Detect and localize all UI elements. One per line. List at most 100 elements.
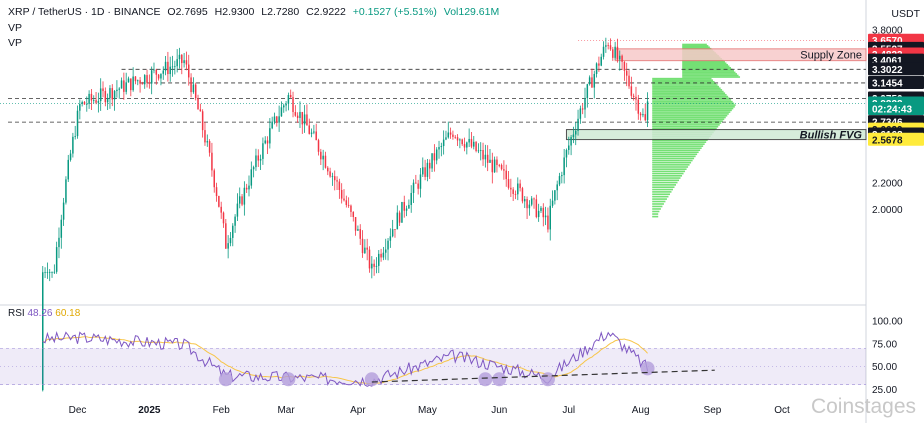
candle-body <box>285 103 287 106</box>
candle-body <box>517 183 519 195</box>
vp-bar <box>652 94 727 96</box>
candle-body <box>211 152 213 171</box>
candle-body <box>642 114 644 116</box>
candle-body <box>225 223 227 249</box>
candle-body <box>378 253 380 266</box>
rsi-divergence-marker <box>364 372 379 387</box>
candle-body <box>324 155 327 168</box>
candle-body <box>431 153 433 169</box>
candle-body <box>354 217 357 231</box>
price-label-box <box>868 62 924 76</box>
rsi-divergence-marker <box>540 372 555 387</box>
candle-body <box>336 180 338 182</box>
candle-body <box>614 46 616 58</box>
candle-body <box>299 111 301 118</box>
close-value: C2.9222 <box>306 6 346 18</box>
vp-bar <box>652 188 673 191</box>
candle-body <box>595 63 598 74</box>
vp-bar <box>652 170 686 173</box>
vp-bar <box>652 89 723 91</box>
vp-bar <box>652 155 696 158</box>
change-value: +0.1527 (+5.51%) <box>352 6 437 18</box>
candle-body <box>130 78 132 91</box>
candle-body <box>373 263 375 267</box>
vp-bar <box>652 200 666 203</box>
candle-body <box>628 75 630 87</box>
price-axis: 3.65703.55273.48233.40613.30223.14542.97… <box>868 26 924 216</box>
candles <box>42 37 649 392</box>
candle-body <box>549 205 551 230</box>
rsi-tick: 50.00 <box>872 362 897 373</box>
candle-body <box>232 225 234 238</box>
candle-body <box>394 229 396 230</box>
candle-body <box>542 207 545 218</box>
vp-bar <box>652 179 680 182</box>
vp-bar <box>652 198 667 200</box>
candle-body <box>417 183 419 189</box>
candle-body <box>218 196 220 207</box>
candle-body <box>306 114 308 126</box>
candle-body <box>90 93 93 101</box>
candle-body <box>250 169 253 186</box>
candle-body <box>619 55 621 60</box>
candle-body <box>206 141 209 143</box>
candle-body <box>192 84 195 93</box>
vp-indicator-label-2[interactable]: VP <box>8 37 23 49</box>
vp-bar <box>652 116 726 119</box>
vp-bar <box>682 45 709 47</box>
vp-bar <box>652 104 736 106</box>
candle-body <box>410 192 412 205</box>
candle-body <box>491 159 494 173</box>
rsi-ma-value: 60.18 <box>55 308 81 319</box>
candle-body <box>577 118 579 131</box>
candle-body <box>220 206 222 213</box>
candle-body <box>160 73 162 79</box>
candle-body <box>86 103 88 105</box>
candle-body <box>602 46 605 57</box>
candle-body <box>433 153 436 161</box>
vp-bar <box>652 195 669 198</box>
candle-body <box>176 59 178 67</box>
vp-bar <box>652 85 720 88</box>
candle-body <box>317 140 320 152</box>
price-label: 3.4061 <box>872 56 903 67</box>
candle-body <box>139 80 141 84</box>
time-tick: Sep <box>704 405 722 416</box>
candle-body <box>415 182 417 184</box>
candle-body <box>42 272 44 391</box>
price-label-box <box>868 132 924 146</box>
candle-body <box>74 136 76 137</box>
candle-body <box>500 164 503 170</box>
candle-body <box>463 144 466 148</box>
candle-body <box>503 169 505 171</box>
candle-body <box>215 187 218 197</box>
high-value: H2.9300 <box>214 6 255 18</box>
candle-body <box>104 91 107 103</box>
candle-body <box>519 183 521 189</box>
candle-body <box>164 61 167 71</box>
vp-bar <box>652 177 681 179</box>
candle-body <box>426 162 429 177</box>
candle-body <box>479 149 482 151</box>
time-tick: Apr <box>350 405 366 416</box>
candle-body <box>473 141 475 147</box>
candle-body <box>359 229 361 239</box>
candle-body <box>123 80 125 92</box>
candle-body <box>482 149 484 160</box>
candle-body <box>422 167 424 175</box>
symbol-label[interactable]: XRP / TetherUS · 1D · BINANCE <box>8 6 161 18</box>
candle-body <box>605 45 607 47</box>
vp-bar <box>652 90 724 93</box>
currency-label[interactable]: USDT <box>891 8 920 20</box>
rsi-legend[interactable]: RSI 48.26 60.18 <box>8 308 80 319</box>
candle-body <box>58 237 60 248</box>
vp-bar <box>652 100 733 103</box>
vp-bar <box>682 63 728 66</box>
candle-body <box>243 187 246 205</box>
vp-indicator-label-1[interactable]: VP <box>8 22 23 34</box>
candle-body <box>132 76 134 91</box>
candle-body <box>81 102 83 104</box>
vp-bar <box>652 213 659 215</box>
vp-bar <box>682 76 741 78</box>
